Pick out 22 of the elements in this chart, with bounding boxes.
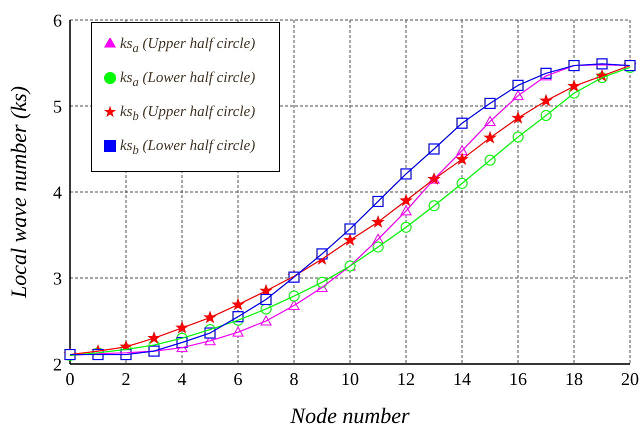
legend-label: ks$_{a}$ (Upper half circle)	[120, 36, 256, 55]
x-tick-label: 0	[66, 368, 74, 389]
x-tick-label: 16	[509, 368, 527, 389]
x-tick-label: 10	[341, 368, 359, 389]
y-tick-label: 5	[53, 96, 62, 116]
y-tick-label: 2	[53, 354, 62, 374]
x-tick-label: 8	[290, 368, 298, 389]
y-axis-title: Local wave number (ks)	[6, 86, 31, 300]
legend-label: ks$_{b}$ (Upper half circle)	[120, 104, 256, 123]
legend-label: ks$_{a}$ (Lower half circle)	[120, 70, 256, 89]
y-tick-label: 3	[53, 268, 62, 288]
y-tick-label: 4	[53, 182, 62, 202]
x-tick-label: 18	[565, 368, 583, 389]
x-tick-label: 20	[621, 368, 639, 389]
x-tick-label: 2	[122, 368, 130, 389]
x-axis-title: Node number	[289, 403, 410, 428]
x-tick-label: 4	[178, 368, 186, 389]
x-tick-label: 12	[397, 368, 415, 389]
x-tick-label: 14	[453, 368, 471, 389]
y-tick-label: 6	[53, 10, 62, 30]
legend-label: ks$_{b}$ (Lower half circle)	[120, 138, 256, 157]
x-tick-label: 6	[234, 368, 242, 389]
